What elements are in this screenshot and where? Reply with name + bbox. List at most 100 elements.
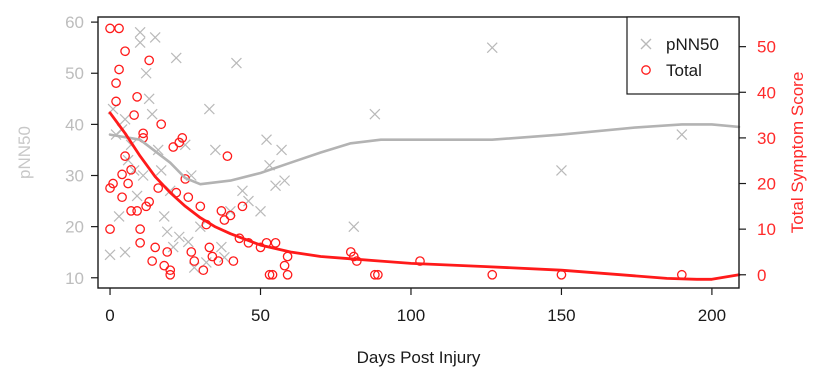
right-y-tick-label: 30: [757, 129, 776, 148]
total-point: [144, 196, 155, 207]
total-point: [165, 269, 176, 280]
legend-box: [626, 16, 740, 95]
total-point: [204, 242, 215, 253]
right-y-tick-label: 40: [757, 83, 776, 102]
total-point: [153, 183, 164, 193]
pnn50-point-stroke: [143, 93, 155, 105]
total-point: [120, 46, 130, 57]
total-point: [162, 247, 173, 257]
pnn50-point: [676, 129, 688, 141]
total-point: [207, 251, 218, 262]
total-point: [135, 224, 145, 234]
pnn50-point-stroke: [152, 144, 164, 156]
total-point: [177, 133, 188, 143]
pnn50-point: [134, 26, 146, 38]
pnn50-point: [155, 164, 167, 176]
total-point: [351, 256, 362, 266]
total-point: [138, 128, 148, 139]
pnn50-point-stroke: [119, 113, 131, 125]
total-point: [129, 110, 139, 120]
pnn50-point: [119, 246, 131, 258]
total-point: [237, 201, 248, 212]
total-point: [156, 119, 167, 130]
x-axis-label: Days Post Injury: [357, 348, 481, 367]
pnn50-point-stroke: [486, 42, 498, 54]
total-point: [144, 55, 155, 66]
total-point: [228, 256, 239, 266]
total-point: [135, 237, 145, 248]
left-y-tick-label: 60: [65, 13, 84, 32]
total-point: [108, 178, 118, 189]
pnn50-point: [194, 221, 206, 233]
pnn50-point-stroke: [194, 221, 206, 233]
legend: pNN50 Total: [626, 16, 740, 95]
total-point: [168, 142, 179, 152]
total-point: [111, 96, 121, 107]
total-point: [105, 224, 115, 234]
pnn50-point-stroke: [237, 185, 248, 197]
total-point: [123, 178, 133, 189]
plot-frame: [97, 16, 740, 289]
total-point: [150, 242, 161, 253]
pnn50-point: [209, 144, 221, 156]
total-point: [195, 201, 206, 212]
total-point: [282, 251, 293, 262]
total-point: [120, 151, 130, 161]
pnn50-point-stroke: [167, 241, 179, 253]
pnn50-point: [137, 170, 149, 181]
pnn50-point-stroke: [134, 37, 146, 48]
pnn50-point: [276, 144, 287, 156]
pnn50-point: [556, 164, 567, 176]
pnn50-point-stroke: [119, 246, 131, 258]
right-y-tick-label: 20: [757, 175, 776, 194]
left-y-tick-label: 20: [65, 218, 84, 237]
legend-label-total: Total: [666, 61, 702, 80]
total-point: [222, 151, 233, 161]
pnn50-point: [215, 241, 227, 253]
x-tick-label: 150: [547, 306, 575, 325]
total-point: [415, 256, 425, 266]
total-point: [267, 269, 278, 280]
pnn50-point-stroke: [140, 67, 152, 79]
x-tick-label: 200: [698, 306, 726, 325]
total-point: [126, 164, 136, 175]
left-y-tick-label: 50: [65, 64, 84, 83]
pnn50-point: [158, 210, 170, 222]
pnn50-point-stroke: [276, 144, 287, 156]
pnn50-smooth-line: [108, 123, 741, 186]
total-point: [264, 269, 275, 280]
total-point: [225, 210, 236, 221]
pnn50-point-stroke: [146, 108, 158, 120]
total-point: [282, 269, 293, 280]
pnn50-point-stroke: [279, 175, 291, 187]
pnn50-point-stroke: [113, 210, 125, 222]
pnn50-point: [113, 210, 125, 222]
pnn50-point-stroke: [676, 129, 688, 141]
pnn50-point-stroke: [161, 226, 173, 238]
pnn50-point: [140, 67, 152, 79]
pnn50-point: [146, 108, 158, 120]
pnn50-point: [149, 32, 161, 43]
pnn50-point-stroke: [155, 164, 167, 176]
pnn50-point-stroke: [209, 144, 221, 156]
total-point: [216, 206, 227, 216]
total-point: [487, 269, 498, 280]
total-point: [111, 78, 121, 89]
pnn50-point-stroke: [179, 139, 191, 151]
total-point: [105, 23, 115, 34]
pnn50-point-stroke: [215, 241, 227, 253]
pnn50-point: [119, 113, 131, 125]
total-point: [114, 23, 124, 34]
right-y-tick-label: 0: [757, 266, 766, 285]
pnn50-point: [486, 42, 498, 54]
pnn50-point-stroke: [173, 231, 185, 243]
pnn50-point: [279, 175, 291, 187]
pnn50-point: [131, 190, 143, 202]
pnn50-point: [203, 103, 215, 115]
pnn50-point-stroke: [158, 210, 170, 222]
series-layer: [104, 23, 741, 281]
total-point: [132, 206, 142, 216]
total-smooth-line: [108, 111, 741, 281]
pnn50-point: [369, 108, 381, 120]
